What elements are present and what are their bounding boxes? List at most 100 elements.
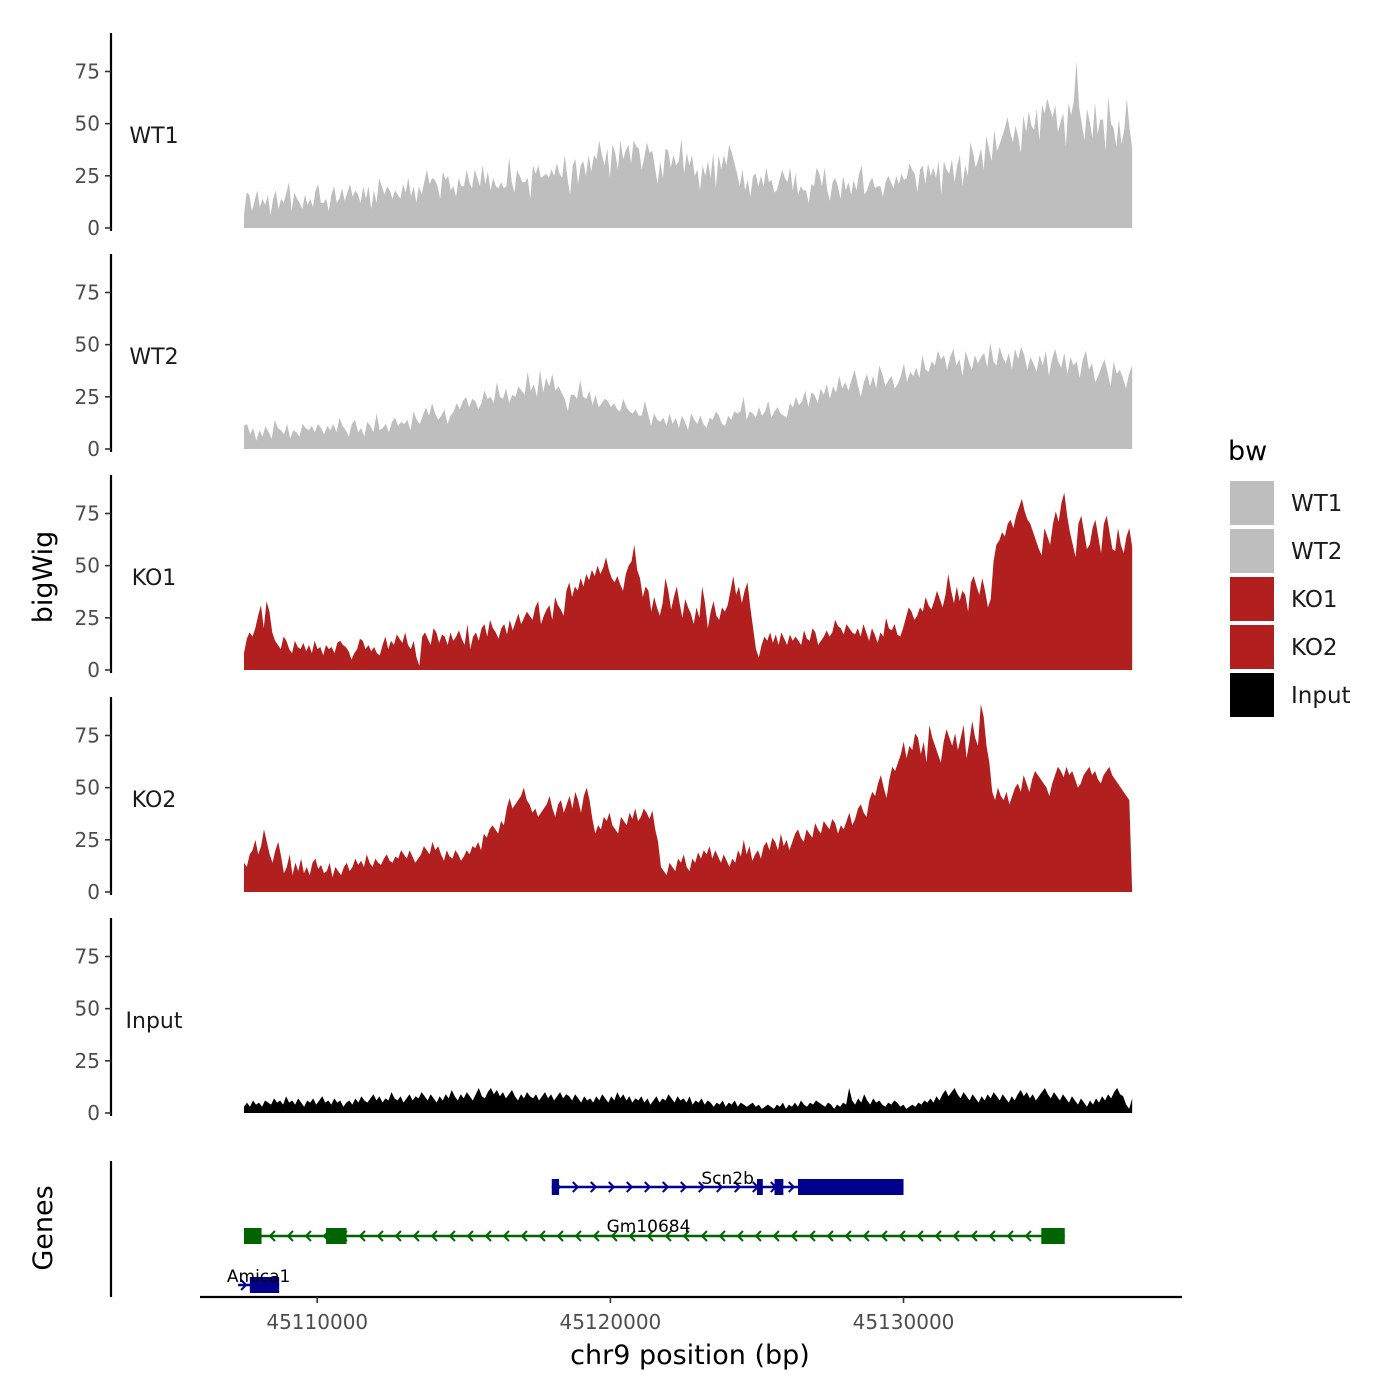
y-tick-label: 75: [75, 280, 100, 304]
strand-chevron: [610, 1230, 618, 1242]
strand-chevron: [718, 1230, 726, 1242]
strand-chevron: [826, 1230, 834, 1242]
signal-area-ko1: [243, 492, 1133, 670]
track-wt1: 0 25 50 75 WT1: [75, 33, 1133, 240]
strand-chevron: [430, 1230, 438, 1242]
legend-label-ko2: KO2: [1291, 635, 1338, 661]
track-label: Input: [126, 1009, 183, 1034]
y-tick-label: 0: [87, 1101, 100, 1125]
legend-label-wt2: WT2: [1291, 539, 1342, 565]
strand-chevron: [898, 1230, 906, 1242]
y-tick-label: 75: [75, 59, 100, 83]
strand-chevron: [772, 1230, 780, 1242]
strand-chevron: [790, 1230, 798, 1242]
y-tick-label: 50: [75, 333, 100, 357]
strand-chevron: [626, 1181, 634, 1193]
gene-exon: [249, 1277, 280, 1293]
y-tick-label: 75: [75, 501, 100, 525]
strand-chevron: [680, 1181, 688, 1193]
strand-chevron: [916, 1230, 924, 1242]
legend-swatch-ko2: [1230, 625, 1274, 669]
track-label: WT1: [129, 124, 178, 149]
gene-exon: [326, 1228, 347, 1244]
strand-chevron: [682, 1230, 690, 1242]
strand-chevron: [556, 1230, 564, 1242]
strand-chevron: [952, 1230, 960, 1242]
gene-label: Scn2b: [701, 1169, 754, 1189]
gene-scn2b: Scn2b: [551, 1169, 904, 1195]
gene-label: Amica1: [227, 1267, 291, 1287]
strand-chevron: [970, 1230, 978, 1242]
track-label: KO1: [132, 566, 177, 591]
y-tick-label: 0: [87, 437, 100, 461]
legend-swatch-wt1: [1230, 481, 1274, 525]
legend-swatch-wt2: [1230, 529, 1274, 573]
track-ko1: 0 25 50 75 KO1: [75, 475, 1133, 682]
y-tick-label: 75: [75, 723, 100, 747]
legend-title: bw: [1228, 436, 1267, 467]
y-axis-title: bigWig: [28, 531, 59, 624]
y-tick-label: 50: [75, 997, 100, 1021]
signal-area-wt2: [243, 342, 1133, 449]
gene-exon: [243, 1228, 262, 1244]
track-input: 0 25 50 75 Input: [75, 918, 1133, 1125]
y-tick-label: 25: [75, 606, 100, 630]
strand-chevron: [590, 1181, 598, 1193]
strand-chevron: [466, 1230, 474, 1242]
x-tick-label: 45120000: [559, 1310, 661, 1334]
strand-chevron: [808, 1230, 816, 1242]
bigwig-tracks: 0 25 50 75 WT1 0 25 50 75 WT2 0 25 50 75 KO1 0 25 50 75 KO2…: [75, 33, 1133, 1125]
strand-chevron: [862, 1230, 870, 1242]
strand-chevron: [1024, 1230, 1032, 1242]
strand-chevron: [240, 1279, 248, 1291]
strand-chevron: [574, 1230, 582, 1242]
strand-chevron: [538, 1230, 546, 1242]
strand-chevron: [734, 1181, 742, 1193]
signal-area-wt1: [243, 61, 1133, 228]
gene-exon: [756, 1179, 763, 1195]
strand-chevron: [698, 1181, 706, 1193]
strand-chevron: [880, 1230, 888, 1242]
track-label: WT2: [129, 345, 178, 370]
y-tick-label: 25: [75, 164, 100, 188]
y-tick-label: 25: [75, 385, 100, 409]
strand-chevron: [484, 1230, 492, 1242]
strand-chevron: [520, 1230, 528, 1242]
strand-chevron: [844, 1230, 852, 1242]
strand-chevron: [376, 1230, 384, 1242]
strand-chevron: [1006, 1230, 1014, 1242]
strand-chevron: [646, 1230, 654, 1242]
strand-chevron: [304, 1230, 312, 1242]
strand-chevron: [572, 1181, 580, 1193]
legend-label-input: Input: [1291, 683, 1351, 709]
legend-label-wt1: WT1: [1291, 491, 1342, 517]
legend-swatch-ko1: [1230, 577, 1274, 621]
strand-chevron: [412, 1230, 420, 1242]
strand-chevron: [608, 1181, 616, 1193]
gene-exon: [774, 1179, 784, 1195]
y-tick-label: 50: [75, 554, 100, 578]
track-wt2: 0 25 50 75 WT2: [75, 254, 1133, 461]
x-tick-label: 45110000: [266, 1310, 368, 1334]
strand-chevron: [268, 1230, 276, 1242]
strand-chevron: [934, 1230, 942, 1242]
x-axis: 45110000 45120000 45130000: [200, 1295, 1182, 1334]
strand-chevron: [664, 1230, 672, 1242]
x-tick-label: 45130000: [853, 1310, 955, 1334]
y-tick-label: 50: [75, 112, 100, 136]
y-tick-label: 0: [87, 658, 100, 682]
strand-chevron: [644, 1181, 652, 1193]
gene-gm10684: Gm10684: [243, 1217, 1065, 1244]
strand-chevron: [700, 1230, 708, 1242]
strand-chevron: [286, 1230, 294, 1242]
strand-chevron: [754, 1230, 762, 1242]
strand-chevron: [502, 1230, 510, 1242]
strand-chevron: [662, 1181, 670, 1193]
legend: bw WT1 WT2 KO1 KO2 Input: [1228, 436, 1351, 717]
strand-chevron: [592, 1230, 600, 1242]
genes-panel: Scn2b Gm10684 Amica1: [109, 1161, 1065, 1297]
x-axis-title: chr9 position (bp): [570, 1340, 810, 1371]
gene-exon: [797, 1179, 904, 1195]
strand-chevron: [448, 1230, 456, 1242]
track-label: KO2: [132, 788, 177, 813]
